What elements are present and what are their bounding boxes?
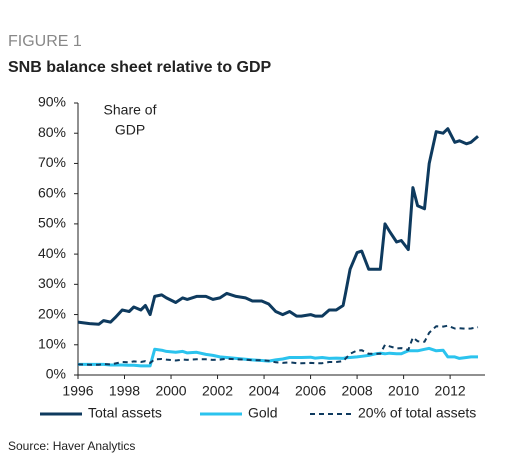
- legend-label: 20% of total assets: [358, 405, 476, 421]
- y-tick-label: 90%: [38, 94, 66, 110]
- legend-label: Gold: [248, 405, 278, 421]
- series-line: [78, 346, 478, 368]
- y-tick-label: 40%: [38, 245, 66, 261]
- figure-label: FIGURE 1: [8, 33, 82, 50]
- y-tick-label: 80%: [38, 124, 66, 140]
- y-tick-label: 50%: [38, 215, 66, 231]
- annotation: Share of: [104, 102, 157, 118]
- series-line: [77, 127, 479, 326]
- y-tick-label: 60%: [38, 184, 66, 200]
- x-tick-label: 2012: [435, 383, 466, 399]
- x-tick-label: 2000: [155, 383, 186, 399]
- x-tick-label: 2004: [248, 383, 279, 399]
- y-tick-label: 10%: [38, 335, 66, 351]
- y-tick-label: 20%: [38, 305, 66, 321]
- y-tick-label: 30%: [38, 275, 66, 291]
- y-tick-label: 0%: [46, 366, 66, 382]
- annotation: GDP: [115, 122, 145, 138]
- x-tick-label: 2010: [388, 383, 419, 399]
- chart-title: SNB balance sheet relative to GDP: [8, 59, 272, 76]
- x-tick-label: 2006: [295, 383, 326, 399]
- x-tick-label: 1998: [109, 383, 140, 399]
- x-tick-label: 2008: [342, 383, 373, 399]
- y-tick-label: 70%: [38, 154, 66, 170]
- series-line: [77, 324, 479, 366]
- x-tick-label: 2002: [202, 383, 233, 399]
- legend-label: Total assets: [88, 405, 162, 421]
- x-tick-label: 1996: [62, 383, 93, 399]
- source: Source: Haver Analytics: [8, 439, 135, 453]
